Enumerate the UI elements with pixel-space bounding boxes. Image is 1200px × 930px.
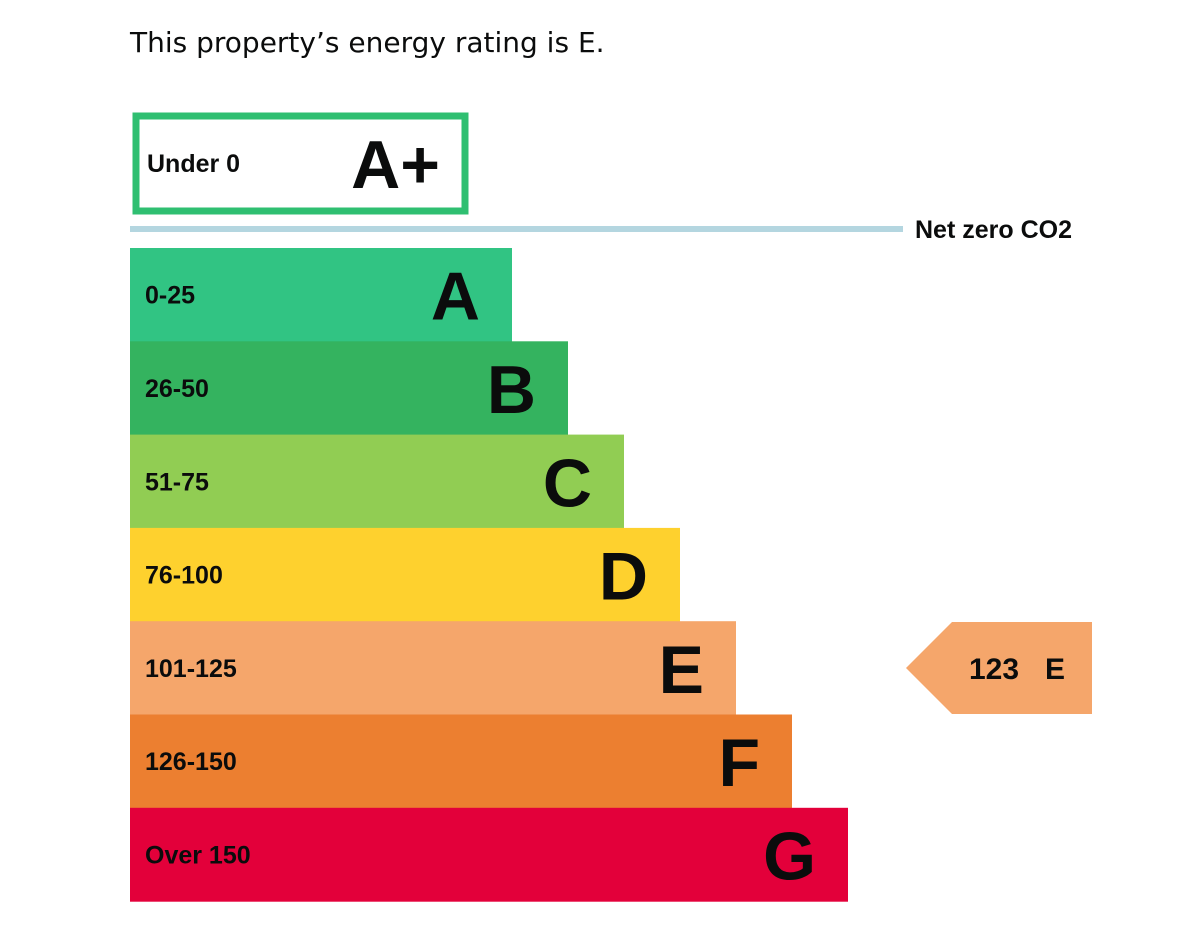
band-a-bar: [130, 248, 512, 342]
band-c-range: 51-75: [145, 468, 209, 496]
current-rating-marker: 123 E: [906, 622, 1092, 714]
band-a-plus-range: Under 0: [147, 150, 240, 178]
band-e-range: 101-125: [145, 655, 237, 683]
band-d-bar: [130, 527, 680, 622]
band-g-letter: G: [763, 818, 816, 894]
current-rating-score: 123: [969, 653, 1019, 686]
band-b-bar: [130, 341, 568, 436]
band-f-bar: [130, 714, 792, 809]
band-c-letter: C: [543, 445, 592, 521]
band-a-plus-box: [132, 112, 469, 215]
band-a-letter: A: [431, 259, 480, 335]
page-title: This property’s energy rating is E.: [130, 26, 605, 59]
band-a-range: 0-25: [145, 282, 195, 310]
rating-bands: 0-25 A 26-50 B 51-75 C 76-100 D 101-125 E 126-150 F…: [130, 248, 848, 902]
band-g-bar: [130, 807, 848, 902]
band-f-range: 126-150: [145, 748, 237, 776]
net-zero-line: [130, 226, 903, 232]
current-rating-letter: E: [1045, 653, 1065, 686]
band-d-letter: D: [599, 539, 648, 615]
net-zero-label: Net zero CO2: [915, 216, 1072, 244]
band-c-bar: [130, 434, 624, 529]
current-rating-arrow: [906, 622, 1092, 714]
band-f-letter: F: [718, 725, 760, 801]
band-b-range: 26-50: [145, 375, 209, 403]
band-d-range: 76-100: [145, 562, 223, 590]
band-a-plus-letter: A+: [351, 127, 440, 203]
band-e-letter: E: [659, 632, 704, 708]
band-g-range: Over 150: [145, 841, 251, 869]
band-e-bar: [130, 621, 736, 716]
band-b-letter: B: [487, 352, 536, 428]
